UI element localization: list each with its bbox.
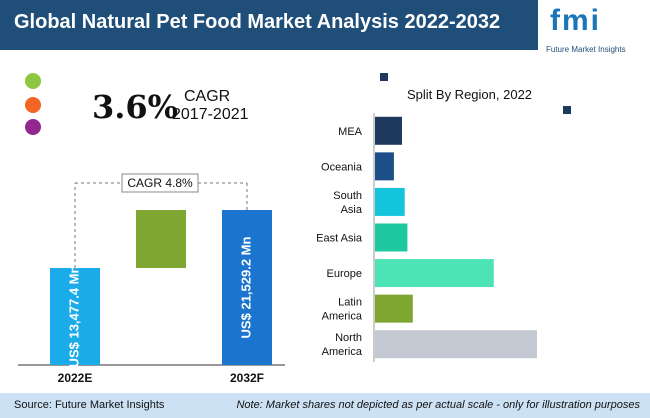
- square-marker-icon: [380, 73, 388, 81]
- region-split-chart: MEA Oceania South Asia East Asia Europe Latin A…: [316, 113, 537, 362]
- region-category-label: East Asia: [316, 233, 363, 245]
- region-bar: [375, 294, 413, 323]
- growth-category-label: 2032F: [230, 371, 264, 385]
- growth-bar: [222, 210, 272, 365]
- logo: [538, 0, 650, 60]
- region-category-label: Oceania: [321, 161, 363, 173]
- region-bar: [375, 116, 402, 145]
- region-bar: [375, 187, 405, 216]
- purple-dot-icon: [25, 119, 41, 135]
- region-bar: [375, 152, 394, 181]
- region-category-label: North America: [322, 332, 363, 358]
- orange-dot-icon: [25, 97, 41, 113]
- footer-bar: [0, 393, 650, 418]
- cagr-annotation-box: [121, 173, 199, 193]
- logo-text: fmi: [550, 4, 601, 37]
- growth-bar-value-label: US$ 21,529.2 Mn: [238, 237, 253, 339]
- region-category-label: South Asia: [333, 190, 363, 216]
- footer-source: Source: Future Market Insights: [14, 399, 165, 411]
- region-bar: [375, 259, 494, 288]
- logo-subtitle: Future Market Insights: [546, 45, 626, 54]
- region-bar: [375, 223, 408, 252]
- green-dot-icon: [25, 73, 41, 89]
- page-title: Global Natural Pet Food Market Analysis …: [14, 11, 501, 33]
- growth-bar: [50, 267, 100, 365]
- cagr-annotation: CAGR 4.8%: [127, 176, 193, 190]
- region-category-label: Latin America: [322, 297, 363, 323]
- market-size-chart: US$ 13,477.4 Mn 2022E US$ 21,529.2 Mn 2032F…: [18, 173, 285, 385]
- region-chart-title: Split By Region, 2022: [407, 87, 533, 102]
- growth-bar-value-label: US$ 13,477.4 Mn: [66, 265, 81, 367]
- cagr-years: 2017-2021: [172, 106, 249, 123]
- region-category-label: MEA: [338, 126, 363, 138]
- region-category-label: Europe: [327, 268, 362, 280]
- growth-increment-bar: [136, 210, 186, 268]
- cagr-label: CAGR: [184, 88, 231, 105]
- square-marker-icon: [563, 106, 571, 114]
- footer-note: Note: Market shares not depicted as per …: [236, 399, 640, 411]
- growth-category-label: 2022E: [58, 371, 93, 385]
- region-bar: [375, 330, 537, 359]
- cagr-value: 3.6%: [92, 88, 179, 126]
